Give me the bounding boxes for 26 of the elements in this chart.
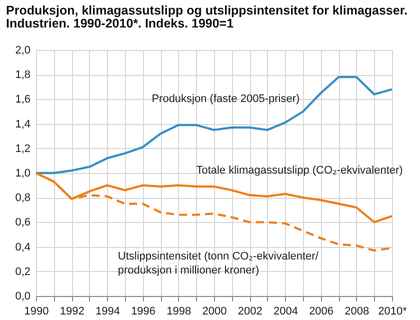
x-tick-label: 1990 — [24, 306, 49, 318]
series-label: Totale klimagassutslipp (CO₂-ekvivalenter) — [196, 164, 403, 177]
y-tick-label: 0,0 — [15, 290, 30, 302]
y-tick-label: 0,8 — [15, 192, 30, 204]
chart-title: Produksjon, klimagassutslipp og utslippsintensitet for klimagasser. Industrien. 1990-2010*. Indeks. 1990=1 — [6, 4, 408, 30]
x-tick-label: 2010* — [378, 306, 408, 318]
y-tick-label: 0,6 — [15, 216, 30, 229]
y-tick-label: 2,0 — [15, 44, 30, 56]
y-tick-label: 0,4 — [15, 241, 30, 254]
y-tick-label: 1,4 — [15, 118, 30, 130]
series-label: Produksjon (faste 2005-priser) — [152, 93, 300, 106]
x-tick-label: 1994 — [95, 306, 120, 318]
x-tick-label: 2000 — [202, 306, 227, 318]
y-tick-label: 0,2 — [15, 266, 30, 278]
y-tick-label: 1,6 — [15, 94, 30, 106]
x-tick-label: 2002 — [238, 306, 262, 318]
x-tick-label: 1996 — [131, 306, 156, 318]
x-tick-label: 2004 — [273, 306, 298, 318]
y-tick-label: 1,2 — [15, 142, 30, 155]
x-tick-label: 1998 — [166, 306, 192, 318]
series-label: Utslippsintensitet (tonn CO₂-ekvivalenter/ produksjon i millioner kroner) — [118, 250, 320, 277]
y-tick-label: 1,8 — [15, 69, 30, 82]
x-tick-label: 2008 — [344, 306, 370, 318]
x-tick-label: 2006 — [309, 306, 334, 318]
x-tick-label: 1992 — [60, 306, 84, 318]
y-tick-label: 1,0 — [15, 168, 30, 180]
